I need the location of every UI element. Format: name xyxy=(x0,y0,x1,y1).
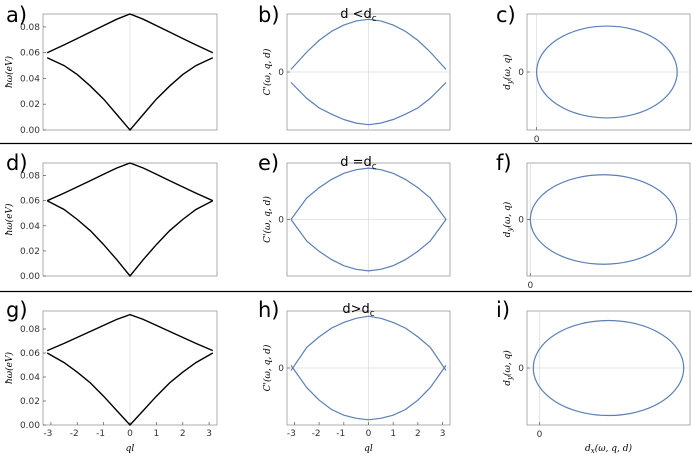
y-axis-label: C'(ω, q, d) xyxy=(262,196,273,243)
x-axis-label: ql xyxy=(126,444,135,454)
x-tick-label: 2 xyxy=(180,429,186,439)
series-line-2 xyxy=(290,219,447,272)
parametric-curve xyxy=(535,25,678,119)
y-tick-label: 0.04 xyxy=(20,373,40,383)
y-tick-label: 0.00 xyxy=(20,272,40,282)
x-tick-label: -2 xyxy=(312,429,321,439)
series-line-2 xyxy=(290,82,447,126)
x-tick-label: 0 xyxy=(534,135,540,145)
panel-i: 0 0 i) dy(ω, q) dx(ω, q, d) xyxy=(496,298,691,455)
y-axis-label: ħω(eV) xyxy=(4,352,15,384)
y-tick-label: 0.02 xyxy=(20,100,40,110)
y-axis-label: C'(ω, q, d) xyxy=(262,48,273,95)
panel-title: d>dc xyxy=(342,302,374,319)
parametric-curve xyxy=(529,174,678,265)
y-tick-label: 0.06 xyxy=(20,197,40,207)
panel-f: 0 0 f) dy(ω, q) xyxy=(496,151,691,291)
panel-label: h) xyxy=(258,298,280,322)
x-tick-label: -2 xyxy=(70,429,79,439)
series-line-1 xyxy=(290,315,447,371)
panel-label: a) xyxy=(6,3,27,27)
panel-c: 0 0 c) dy(ω, q) xyxy=(496,3,691,145)
x-tick-label: -1 xyxy=(336,429,345,439)
y-tick-label: 0.04 xyxy=(20,222,40,232)
series-line-2 xyxy=(46,352,214,427)
y-tick-label: 0.08 xyxy=(20,23,40,33)
x-tick-label: -1 xyxy=(96,429,105,439)
panel-title: d =dc xyxy=(340,155,377,172)
y-axis-label: ħω(eV) xyxy=(4,56,15,88)
series-line-2 xyxy=(46,57,214,132)
y-tick-label: 0.06 xyxy=(20,349,40,359)
x-axis-label: ql xyxy=(364,444,373,454)
y-tick-label: 0.08 xyxy=(20,325,40,335)
series-line-1 xyxy=(46,13,214,54)
panel-label: c) xyxy=(496,3,516,27)
y-tick-label: 0.00 xyxy=(20,126,40,136)
y-axis-label: dy(ω, q) xyxy=(502,350,514,386)
series-line-2 xyxy=(290,365,447,421)
x-tick-label: 0 xyxy=(527,281,533,291)
y-tick-label: 0 xyxy=(278,364,284,374)
panel-b: 0 b) d <dc C'(ω, q, d) xyxy=(258,3,451,131)
y-axis-label: dy(ω, q) xyxy=(502,54,514,90)
y-axis-label: dy(ω, q) xyxy=(502,201,514,237)
x-tick-label: 3 xyxy=(440,429,446,439)
x-tick-label: 0 xyxy=(366,429,372,439)
y-tick-label: 0 xyxy=(518,68,524,78)
panel-d: 0.00 0.02 0.04 0.06 0.08d) ħω(eV) xyxy=(4,151,218,282)
panel-e: 0 e) d =dc C'(ω, q, d) xyxy=(258,151,451,277)
x-tick-label: 1 xyxy=(153,429,159,439)
panel-title: d <dc xyxy=(340,7,377,24)
panel-label: e) xyxy=(258,151,279,175)
y-tick-label: 0 xyxy=(278,216,284,226)
panel-a: 0.00 0.02 0.04 0.06 0.08a) ħω(eV) xyxy=(4,3,218,136)
series-line-1 xyxy=(46,313,214,352)
panel-label: b) xyxy=(258,3,280,27)
parametric-curve xyxy=(532,319,685,417)
y-tick-label: 0.02 xyxy=(20,397,40,407)
y-tick-label: 0 xyxy=(278,68,284,78)
series-line-1 xyxy=(46,162,214,202)
x-tick-label: 3 xyxy=(206,429,212,439)
panel-g: 0.00 0.02 0.04 0.06 0.08 -3 -2 -1 0 1 2 3 g) ħω(eV) ql xyxy=(4,298,218,454)
y-tick-label: 0 xyxy=(518,216,524,226)
panel-label: i) xyxy=(496,298,510,322)
x-tick-label: 0 xyxy=(537,430,543,440)
series-line-1 xyxy=(290,18,447,70)
y-tick-label: 0.00 xyxy=(20,421,40,431)
series-line-1 xyxy=(290,167,447,220)
y-tick-label: 0 xyxy=(518,364,524,374)
series-line-2 xyxy=(46,200,214,278)
y-axis-label: C'(ω, q, d) xyxy=(262,344,273,391)
y-axis-label: ħω(eV) xyxy=(4,203,15,235)
panel-label: f) xyxy=(496,151,512,175)
y-tick-label: 0.04 xyxy=(20,74,40,84)
y-tick-label: 0.02 xyxy=(20,247,40,257)
x-tick-label: 2 xyxy=(415,429,421,439)
x-tick-label: 1 xyxy=(390,429,396,439)
x-axis-label: dx(ω, q, d) xyxy=(585,443,633,455)
x-tick-label: -3 xyxy=(287,429,296,439)
panel-h: 0 -3 -2 -1 0 1 2 3 h) d>dc C'(ω, q, d) ql xyxy=(258,298,451,454)
panel-label: d) xyxy=(6,151,28,175)
y-tick-label: 0.06 xyxy=(20,49,40,59)
panel-label: g) xyxy=(6,298,28,322)
x-tick-label: 0 xyxy=(127,429,133,439)
x-tick-label: -3 xyxy=(43,429,52,439)
y-tick-label: 0.08 xyxy=(20,172,40,182)
